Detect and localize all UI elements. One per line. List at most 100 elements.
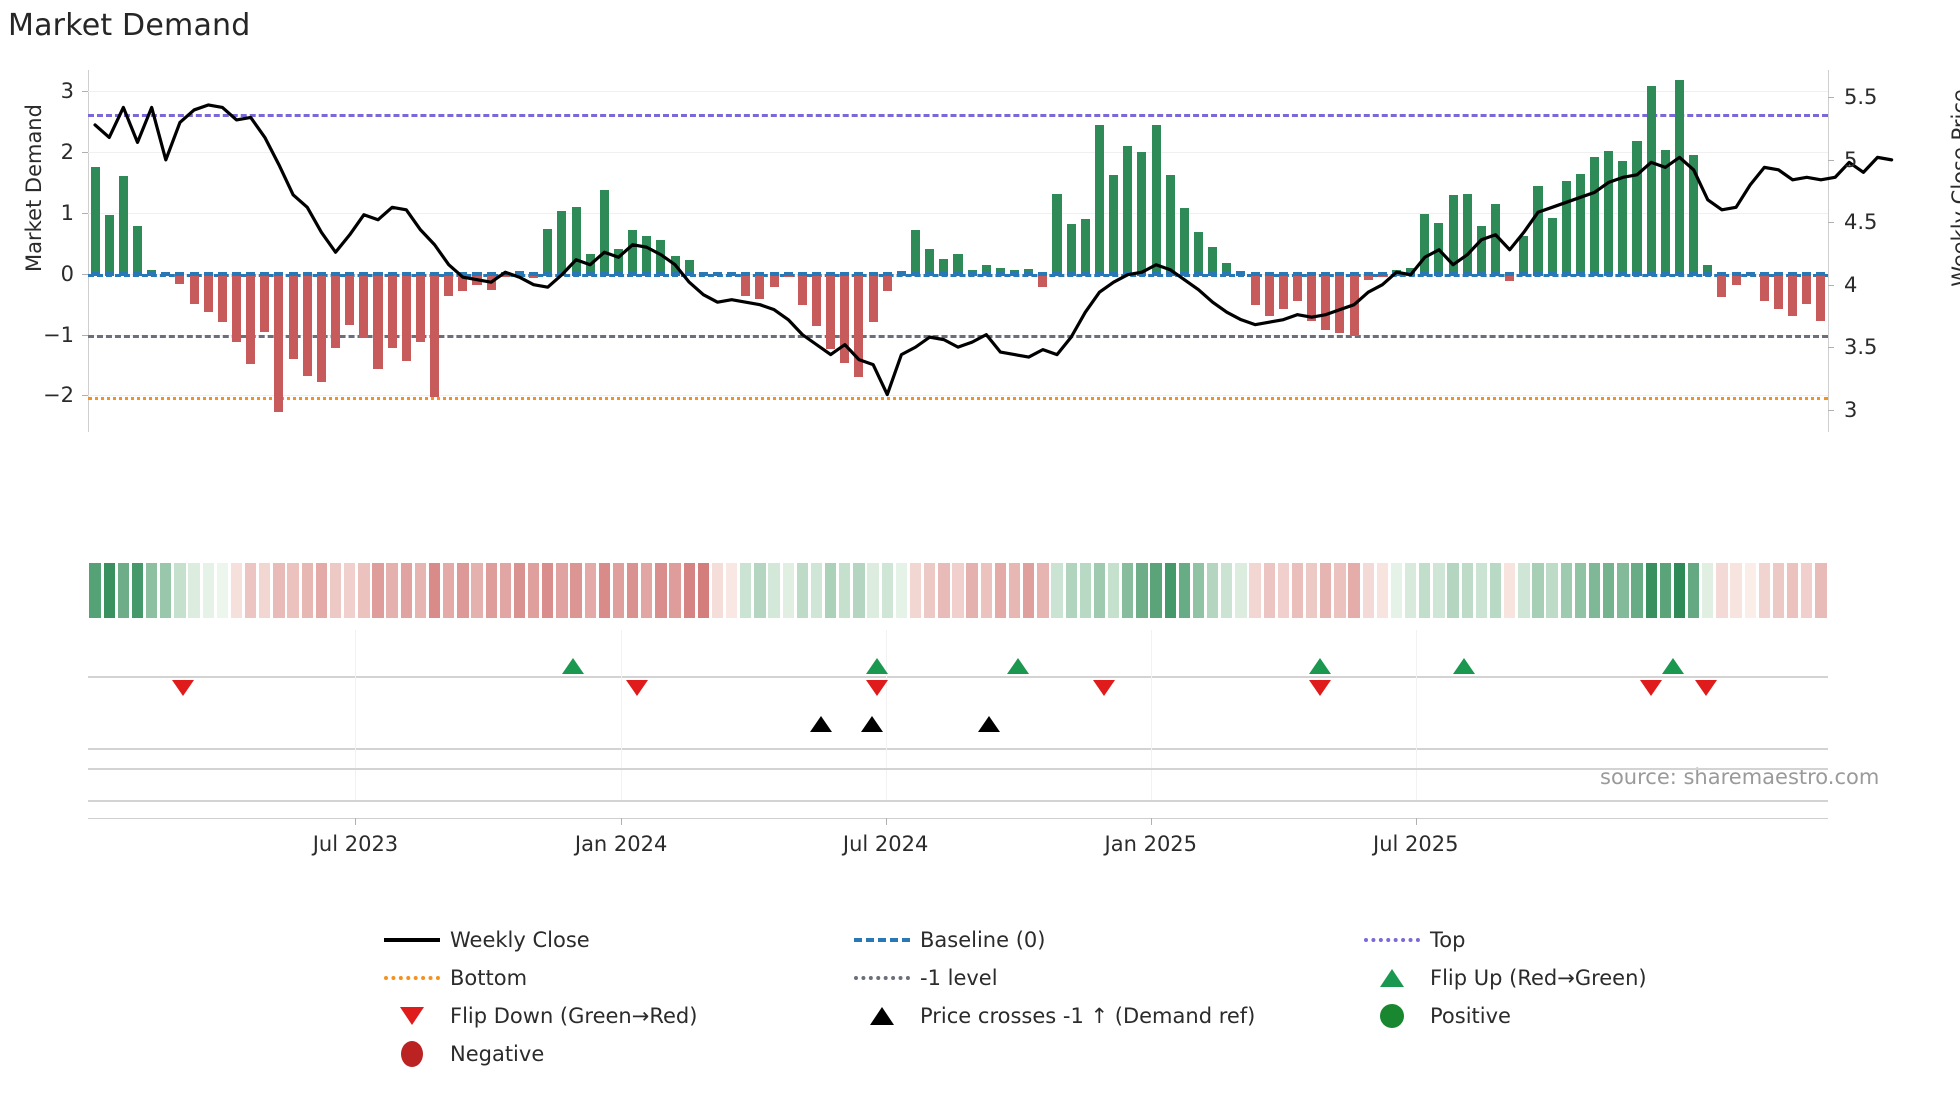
demand-bar bbox=[1109, 175, 1119, 274]
flip-down-marker[interactable] bbox=[625, 680, 648, 696]
legend-item[interactable]: Baseline (0) bbox=[850, 925, 1045, 955]
baseline-cap bbox=[1010, 271, 1020, 276]
heatmap-cell bbox=[1178, 563, 1190, 618]
baseline-cap bbox=[203, 271, 213, 276]
demand-bar bbox=[1193, 232, 1203, 274]
chart-legend: Weekly Close Baseline (0) Top Bottom -1 leve… bbox=[380, 925, 1780, 1085]
y-tickmark-right bbox=[1828, 159, 1834, 161]
flip-up-marker[interactable] bbox=[1662, 658, 1685, 674]
baseline-cap bbox=[1335, 271, 1345, 276]
flip-down-marker[interactable] bbox=[866, 680, 889, 696]
x-tickmark bbox=[885, 818, 887, 825]
legend-item[interactable]: Price crosses -1 ↑ (Demand ref) bbox=[850, 1001, 1255, 1031]
baseline-cap bbox=[430, 271, 440, 276]
price-cross-marker[interactable] bbox=[860, 716, 883, 732]
demand-bar bbox=[1462, 193, 1472, 274]
baseline-cap bbox=[1278, 271, 1288, 276]
flip-up-marker[interactable] bbox=[562, 658, 585, 674]
demand-bar bbox=[1038, 273, 1048, 288]
baseline-cap bbox=[1038, 271, 1048, 276]
legend-item[interactable]: -1 level bbox=[850, 963, 998, 993]
demand-bar bbox=[981, 265, 991, 274]
demand-bar bbox=[1264, 273, 1274, 317]
heatmap-cell bbox=[1376, 563, 1389, 618]
heatmap-cell bbox=[372, 563, 384, 618]
legend-label: Price crosses -1 ↑ (Demand ref) bbox=[920, 1004, 1256, 1028]
y-tickmark-right bbox=[1828, 347, 1834, 349]
baseline-cap bbox=[104, 271, 114, 276]
demand-bar bbox=[1363, 273, 1373, 280]
heatmap-cell bbox=[1023, 563, 1035, 618]
baseline-cap bbox=[953, 271, 963, 276]
axis-spine-right bbox=[1828, 70, 1829, 432]
heatmap-cell bbox=[1518, 563, 1530, 618]
baseline-cap bbox=[783, 271, 793, 276]
heatmap-cell bbox=[584, 563, 596, 618]
demand-bar bbox=[1646, 86, 1656, 274]
heatmap-cell bbox=[1390, 563, 1403, 618]
weekly-close-line bbox=[93, 103, 1894, 397]
demand-bar bbox=[359, 273, 369, 338]
legend-item[interactable]: Bottom bbox=[380, 963, 527, 993]
demand-bar bbox=[840, 273, 850, 363]
demand-bar bbox=[1674, 80, 1684, 274]
heatmap-cell bbox=[117, 563, 130, 618]
legend-item[interactable]: Top bbox=[1360, 925, 1465, 955]
heatmap-cell bbox=[1772, 563, 1785, 618]
demand-bar bbox=[1420, 214, 1430, 274]
legend-item[interactable]: Weekly Close bbox=[380, 925, 590, 955]
triangle-down-red-icon bbox=[380, 1007, 444, 1025]
demand-bar bbox=[797, 273, 807, 306]
flip-up-marker[interactable] bbox=[866, 658, 889, 674]
legend-item[interactable]: Flip Up (Red→Green) bbox=[1360, 963, 1647, 993]
baseline-cap bbox=[995, 271, 1005, 276]
y-tick-right: 3.5 bbox=[1844, 335, 1878, 360]
legend-label: Baseline (0) bbox=[920, 928, 1046, 952]
demand-bar bbox=[246, 273, 256, 364]
flip-down-marker[interactable] bbox=[1093, 680, 1116, 696]
dotted-line-orange-icon bbox=[380, 976, 444, 980]
flip-up-marker[interactable] bbox=[1308, 658, 1331, 674]
demand-bar bbox=[557, 210, 567, 274]
heatmap-cell bbox=[1235, 563, 1247, 618]
flip-up-marker[interactable] bbox=[1007, 658, 1030, 674]
legend-item[interactable]: Flip Down (Green→Red) bbox=[380, 1001, 697, 1031]
baseline-cap bbox=[840, 271, 850, 276]
legend-item[interactable]: Negative bbox=[380, 1039, 544, 1069]
demand-bar bbox=[995, 267, 1005, 274]
price-cross-marker[interactable] bbox=[809, 716, 832, 732]
flip-down-marker[interactable] bbox=[1695, 680, 1718, 696]
baseline-cap bbox=[373, 271, 383, 276]
y-tickmark-left bbox=[82, 152, 88, 154]
demand-bar bbox=[1321, 273, 1331, 330]
heatmap-cell bbox=[89, 563, 101, 618]
demand-bar bbox=[769, 273, 779, 288]
heatmap-cell bbox=[1093, 563, 1106, 618]
flip-down-marker[interactable] bbox=[1639, 680, 1662, 696]
price-cross-marker[interactable] bbox=[978, 716, 1001, 732]
baseline-cap bbox=[1689, 271, 1699, 276]
y-tickmark-left bbox=[82, 212, 88, 214]
baseline-cap bbox=[1476, 271, 1486, 276]
legend-item[interactable]: Positive bbox=[1360, 1001, 1511, 1031]
heatmap-cell bbox=[1801, 563, 1813, 618]
heatmap-cell bbox=[612, 563, 625, 618]
demand-bar bbox=[387, 273, 397, 349]
heatmap-cell bbox=[782, 563, 794, 618]
baseline-cap bbox=[1179, 271, 1189, 276]
flip-up-marker[interactable] bbox=[1453, 658, 1476, 674]
marker-rows bbox=[88, 630, 1828, 802]
demand-bar bbox=[260, 273, 270, 332]
demand-bar bbox=[1335, 273, 1345, 334]
heatmap-cell bbox=[1560, 563, 1572, 618]
baseline-cap bbox=[147, 271, 157, 276]
baseline-cap bbox=[1193, 271, 1203, 276]
heatmap-cell bbox=[1702, 563, 1714, 618]
demand-bar bbox=[1476, 226, 1486, 274]
baseline-cap bbox=[1052, 271, 1062, 276]
flip-down-marker[interactable] bbox=[1308, 680, 1331, 696]
demand-bar bbox=[1137, 152, 1147, 274]
demand-bar bbox=[656, 239, 666, 274]
flip-down-marker[interactable] bbox=[171, 680, 194, 696]
